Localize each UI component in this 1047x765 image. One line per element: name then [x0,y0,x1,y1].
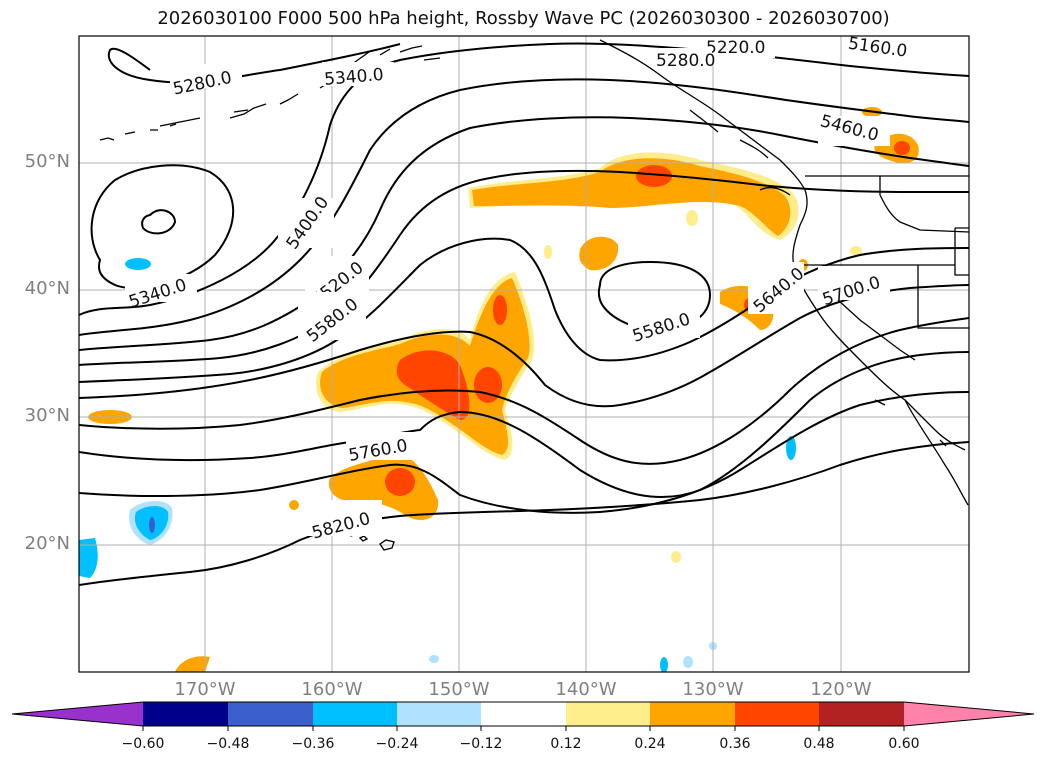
lon-label: 130°W [682,679,744,700]
colorbar-swatch [650,702,735,726]
colorbar-tick-label: 0.12 [550,736,582,752]
map-area: 5160.0 5220.0 5280.0 5280.0 5340.0 5340.… [79,36,969,672]
colorbar-tick-label: 0.36 [719,736,751,752]
colorbar-tick-label: 0.48 [803,736,835,752]
colorbar-tick-label: −0.60 [121,736,165,752]
colorbar-swatch [566,702,650,726]
map-title: 2026030100 F000 500 hPa height, Rossby W… [157,8,890,29]
coastlines [99,39,969,551]
colorbar [11,701,1035,731]
colorbar-tick-label: −0.24 [375,736,419,752]
lon-label: 140°W [555,679,617,700]
height-contours [79,42,969,586]
contour-label: 5220.0 [706,38,765,58]
contour-label: 5340.0 [323,65,384,90]
colorbar-swatch [397,702,481,726]
colorbar-tick-label: −0.36 [291,736,335,752]
colorbar-swatch [735,702,819,726]
lat-label: 30°N [24,405,70,426]
colorbar-extend-min [12,702,143,726]
contour-labels: 5160.0 5220.0 5280.0 5280.0 5340.0 5340.… [125,36,915,544]
colorbar-swatch [819,702,904,726]
colorbar-swatch [143,702,228,726]
colorbar-tick-label: −0.48 [206,736,250,752]
lon-label: 160°W [301,679,363,700]
lon-label: 120°W [810,679,872,700]
positive-anomaly-shading [88,107,919,672]
colorbar-tick-label: 0.24 [634,736,666,752]
map-frame [78,35,970,673]
colorbar-swatch [228,702,313,726]
lon-label: 170°W [174,679,236,700]
colorbar-swatch [313,702,397,726]
lon-label: 150°W [428,679,490,700]
contour-label: 5280.0 [656,51,715,71]
negative-anomaly-shading [79,258,796,672]
colorbar-swatch [481,702,566,726]
colorbar-tick-label: 0.60 [888,736,920,752]
lat-label: 20°N [24,533,70,554]
colorbar-tick-label: −0.12 [459,736,503,752]
colorbar-extend-max [904,702,1034,726]
lat-label: 50°N [24,151,70,172]
lat-label: 40°N [24,278,70,299]
